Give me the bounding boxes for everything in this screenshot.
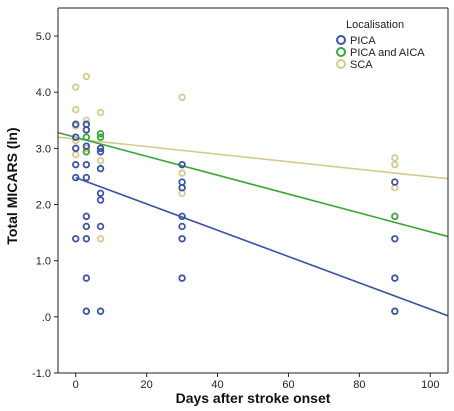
point-2-14 <box>391 154 399 162</box>
legend-marker-2 <box>336 59 346 69</box>
fit-line-1 <box>57 131 449 238</box>
point-0-29 <box>178 274 186 282</box>
point-0-3 <box>72 160 80 169</box>
data-points <box>72 72 399 315</box>
point-0-15 <box>82 307 91 315</box>
point-0-30 <box>391 178 399 186</box>
x-axis-title: Days after stroke onset <box>176 390 331 406</box>
point-0-1 <box>72 133 80 141</box>
point-0-16 <box>96 144 105 153</box>
point-0-27 <box>178 222 186 231</box>
point-0-7 <box>82 126 91 134</box>
point-2-1 <box>72 105 80 114</box>
point-0-12 <box>82 222 91 231</box>
point-0-4 <box>72 173 80 182</box>
point-2-15 <box>391 160 399 169</box>
point-1-2 <box>96 130 105 138</box>
point-2-3 <box>72 136 80 145</box>
point-2-10 <box>96 235 105 243</box>
point-2-6 <box>82 116 91 125</box>
point-0-26 <box>178 212 186 221</box>
x-tick-label-5: 100 <box>421 379 439 391</box>
point-0-19 <box>96 189 105 198</box>
legend-label-2: SCA <box>350 59 373 71</box>
point-0-10 <box>82 173 91 182</box>
point-0-23 <box>178 160 186 169</box>
legend-label-1: PICA and AICA <box>350 47 425 59</box>
fit-line-2 <box>57 136 449 180</box>
point-0-28 <box>178 235 186 243</box>
fit-lines <box>57 131 449 317</box>
axis-ticks: 0 20 40 60 80 100 -1.0 .0 1.0 2.0 3.0 4.0 5.0 <box>32 31 439 391</box>
legend-title: Localisation <box>346 19 404 31</box>
point-2-4 <box>72 150 80 159</box>
fit-line-0 <box>75 176 449 317</box>
point-2-0 <box>72 83 80 91</box>
legend-marker-1 <box>336 47 346 57</box>
point-2-12 <box>178 169 186 177</box>
y-axis-title: Total MICARS (ln) <box>4 127 20 244</box>
legend-marker-0 <box>336 35 346 45</box>
point-2-9 <box>96 157 105 165</box>
point-0-14 <box>82 274 91 282</box>
point-0-18 <box>96 164 105 173</box>
y-tick-label-3: 2.0 <box>36 200 51 212</box>
point-0-21 <box>96 222 105 231</box>
point-0-8 <box>82 142 91 150</box>
y-tick-label-6: 5.0 <box>36 31 51 43</box>
y-tick-label-5: 4.0 <box>36 87 51 99</box>
y-tick-label-2: 1.0 <box>36 256 51 268</box>
point-0-31 <box>391 235 399 243</box>
point-1-5 <box>391 212 399 221</box>
y-tick-label-1: .0 <box>42 312 51 324</box>
point-0-9 <box>82 160 91 169</box>
x-tick-label-1: 20 <box>141 379 153 391</box>
point-0-22 <box>96 307 105 315</box>
point-2-8 <box>96 108 105 117</box>
axes <box>57 7 449 374</box>
x-tick-label-2: 40 <box>211 379 223 391</box>
y-tick-label-4: 3.0 <box>36 143 51 155</box>
point-0-17 <box>96 148 105 156</box>
point-0-20 <box>96 196 105 204</box>
y-tick-label-0: -1.0 <box>32 368 51 380</box>
x-tick-label-3: 60 <box>282 379 294 391</box>
point-0-2 <box>72 144 80 153</box>
x-tick-label-0: 0 <box>73 379 79 391</box>
x-tick-label-4: 80 <box>353 379 365 391</box>
point-0-0 <box>72 120 80 128</box>
point-0-11 <box>82 212 91 221</box>
point-0-32 <box>391 274 399 282</box>
point-1-3 <box>96 133 105 141</box>
point-1-0 <box>82 133 91 141</box>
point-2-5 <box>82 72 91 81</box>
point-0-33 <box>391 307 399 315</box>
point-2-11 <box>178 93 186 101</box>
legend-label-0: PICA <box>350 35 376 47</box>
point-0-5 <box>72 235 80 243</box>
point-0-13 <box>82 235 91 243</box>
point-0-25 <box>178 183 186 192</box>
